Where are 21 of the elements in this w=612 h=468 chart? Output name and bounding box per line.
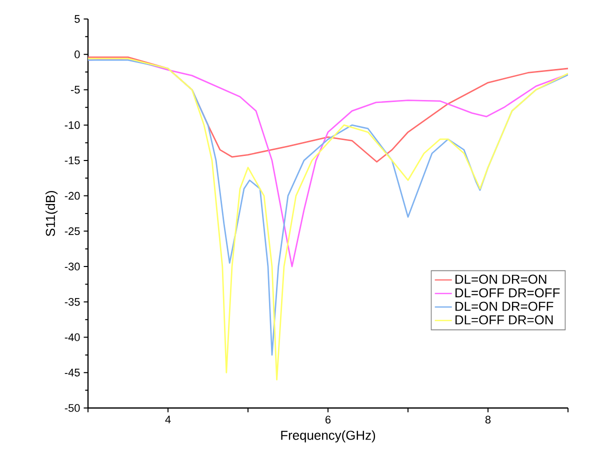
x-tick-label: 6 xyxy=(326,416,331,424)
y-tick-label: -30 xyxy=(64,262,80,270)
y-axis-title: S11(dB) xyxy=(45,191,58,236)
y-tick-label: -5 xyxy=(70,86,80,94)
legend-label: DL=ON DR=ON xyxy=(456,274,546,284)
y-tick-label: 5 xyxy=(74,15,80,23)
y-tick-label: -45 xyxy=(64,368,80,376)
legend-label: DL=OFF DR=ON xyxy=(456,315,553,324)
y-tick-label: -10 xyxy=(64,121,80,129)
x-tick-label: 8 xyxy=(485,416,491,424)
y-tick-label: 0 xyxy=(74,50,80,58)
x-axis-title: Frequency(GHz) xyxy=(281,430,376,442)
y-tick-label: -25 xyxy=(64,227,80,236)
y-tick-label: -40 xyxy=(64,333,80,342)
legend-label: DL=ON DR=OFF xyxy=(456,302,554,311)
y-tick-label: -20 xyxy=(64,192,80,200)
legend-label: DL=OFF DR=OFF xyxy=(456,288,560,298)
y-tick-label: -35 xyxy=(64,298,80,306)
x-tick-label: 4 xyxy=(165,416,171,424)
y-tick-label: -50 xyxy=(64,404,80,412)
y-tick-label: -15 xyxy=(64,156,80,164)
